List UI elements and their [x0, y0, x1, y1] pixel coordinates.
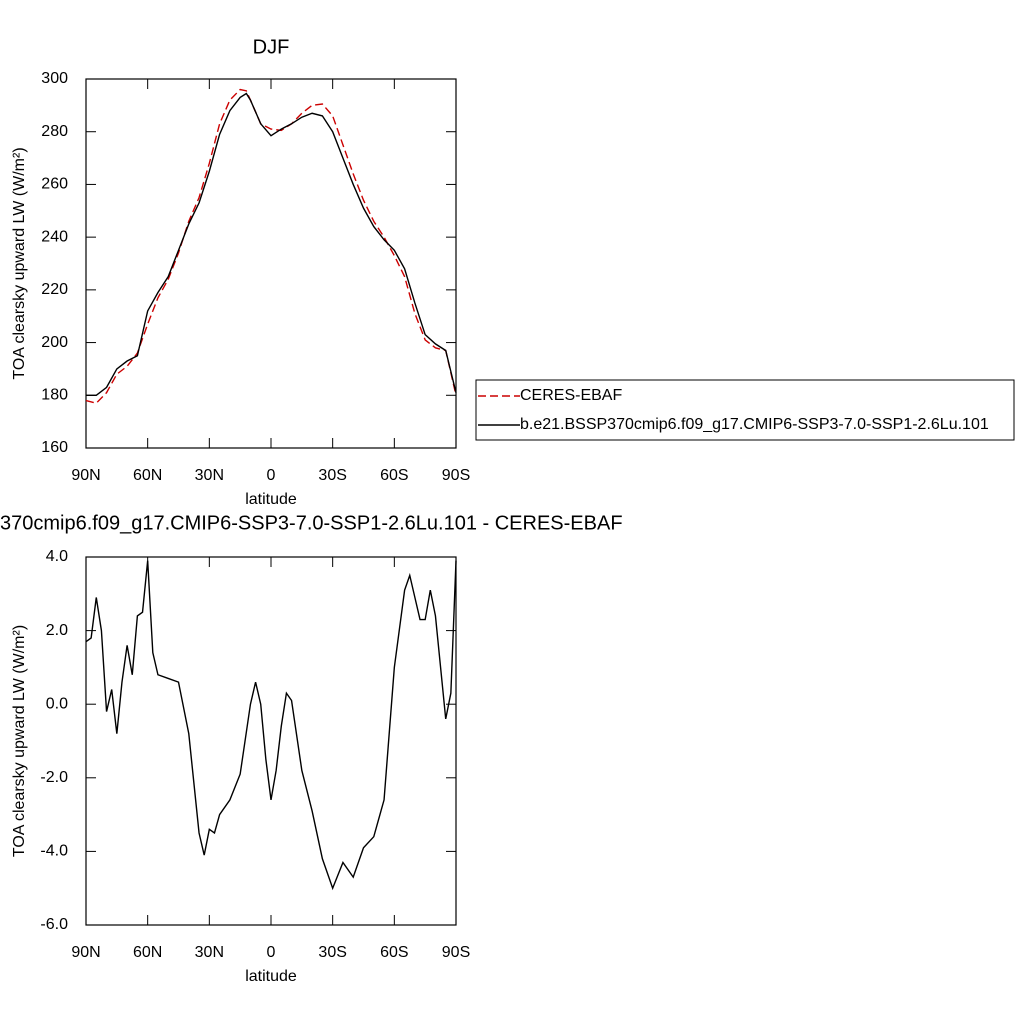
- x-tick-label: 60N: [133, 467, 162, 484]
- data-line: [85, 560, 457, 891]
- x-tick-label: 60N: [133, 944, 162, 961]
- x-tick-label: 30S: [318, 944, 346, 961]
- y-tick-label: 220: [41, 281, 68, 298]
- x-tick-label: 30N: [195, 467, 224, 484]
- x-tick-label: 60S: [380, 467, 408, 484]
- y-tick-label: 2.0: [46, 622, 68, 639]
- y-tick-label: 160: [41, 439, 68, 456]
- data-line: [85, 88, 457, 404]
- legend-box: [475, 379, 1015, 441]
- y-tick-label: 0.0: [46, 695, 68, 712]
- x-tick-label: 0: [267, 944, 276, 961]
- x-tick-label: 90S: [442, 467, 470, 484]
- y-tick-label: 200: [41, 334, 68, 351]
- y-tick-label: 300: [41, 70, 68, 87]
- y-axis-label: TOA clearsky upward LW (W/m²): [11, 147, 28, 379]
- y-tick-label: -2.0: [40, 769, 68, 786]
- plot-frame: [85, 78, 457, 449]
- x-tick-label: 60S: [380, 944, 408, 961]
- x-tick-label: 30N: [195, 944, 224, 961]
- chart-title: DJF: [253, 36, 290, 58]
- y-tick-label: -4.0: [40, 843, 68, 860]
- y-tick-label: 4.0: [46, 548, 68, 565]
- legend-label: CERES-EBAF: [520, 387, 622, 404]
- x-tick-label: 90N: [71, 467, 100, 484]
- y-tick-label: 180: [41, 387, 68, 404]
- x-tick-label: 90N: [71, 944, 100, 961]
- y-tick-label: 280: [41, 123, 68, 140]
- x-tick-label: 90S: [442, 944, 470, 961]
- y-tick-label: 260: [41, 176, 68, 193]
- y-axis-label: TOA clearsky upward LW (W/m²): [11, 625, 28, 857]
- legend-label: b.e21.BSSP370cmip6.f09_g17.CMIP6-SSP3-7.…: [520, 416, 989, 433]
- x-axis-label: latitude: [245, 491, 297, 508]
- x-tick-label: 30S: [318, 467, 346, 484]
- y-tick-label: -6.0: [40, 916, 68, 933]
- chart-title: 370cmip6.f09_g17.CMIP6-SSP3-7.0-SSP1-2.6…: [0, 512, 623, 534]
- x-tick-label: 0: [267, 467, 276, 484]
- y-tick-label: 240: [41, 228, 68, 245]
- x-axis-label: latitude: [245, 968, 297, 985]
- data-line: [86, 92, 457, 396]
